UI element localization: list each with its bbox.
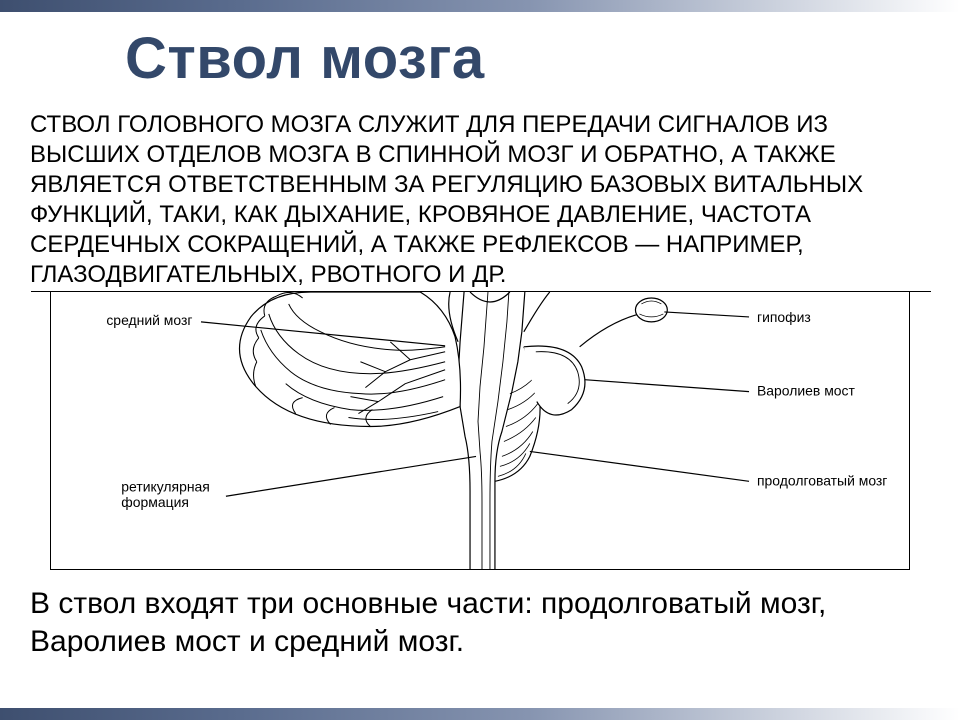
diagram-svg: средний мозг ретикулярная формация гипоф… [51,292,909,569]
label-medulla: продолговатый мозг [757,472,887,488]
label-pituitary: гипофиз [757,309,811,325]
page-title: Ствол мозга [125,30,930,88]
footer-gradient [0,708,960,720]
title-block: Ствол мозга [125,30,930,88]
diagram-top-border [31,291,931,292]
label-pons: Варолиев мост [757,383,855,399]
label-reticular1: ретикулярная [121,478,210,494]
intro: Ствол головного мозга служит для передач… [30,110,930,290]
summary-text: В ствол входят три основные части: продо… [30,585,930,662]
label-reticular2: формация [121,494,189,510]
header-gradient [0,0,960,12]
brainstem-diagram: средний мозг ретикулярная формация гипоф… [50,292,910,570]
intro-text: Ствол головного мозга служит для передач… [30,110,930,290]
label-midbrain: средний мозг [106,312,192,328]
